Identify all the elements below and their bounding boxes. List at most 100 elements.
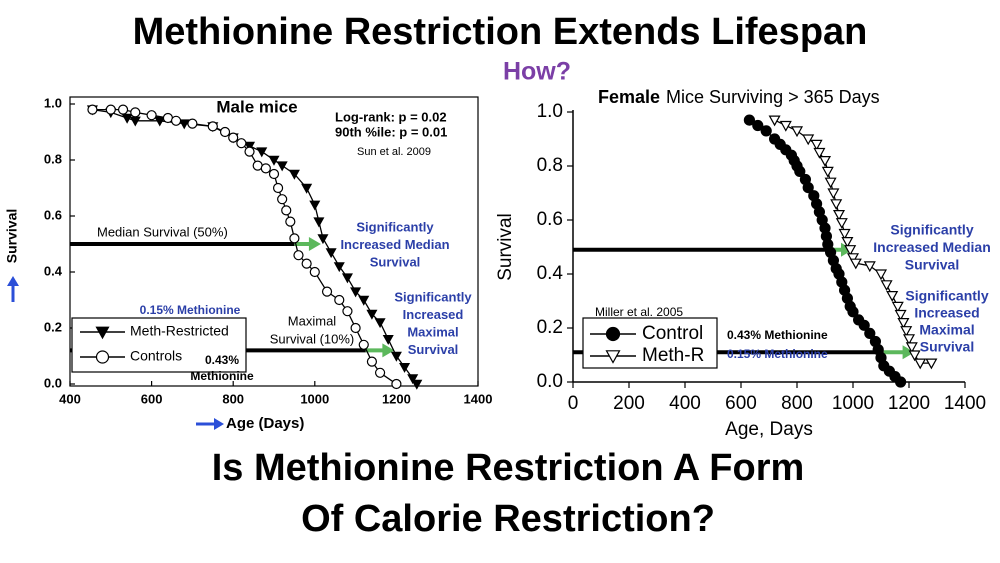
survival-point [847,306,859,318]
survival-point [358,295,370,306]
survival-point [824,177,837,189]
x-tick-label: 1000 [300,391,329,406]
survival-point [309,266,320,278]
survival-point [743,114,756,126]
survival-point [281,205,292,216]
survival-point [342,306,353,317]
green-arrow-head [382,343,395,358]
survival-point [813,147,826,159]
y-tick-label: 0.6 [44,207,62,222]
survival-point [407,374,419,385]
slide-subtitle: How? [503,58,571,86]
x-tick-label: 600 [141,391,163,406]
survival-point [858,319,870,331]
legend-marker [95,326,110,340]
x-tick-label: 400 [59,391,81,406]
survival-point [886,291,899,302]
y-tick-label: 0.0 [44,375,62,390]
y-tick-label: 0.6 [537,209,563,230]
annotation: Survival [905,257,959,273]
survival-point [374,367,386,378]
survival-point [260,163,271,174]
chart-title-bold: Female [598,87,660,107]
y-tick-label: 0.4 [44,263,63,278]
annotation: Survival [920,339,974,355]
annotation: Miller et al. 2005 [595,305,683,319]
y-tick-label: 1.0 [44,95,62,110]
annotation: 0.15% Methionine [727,347,828,361]
annotation: Survival [370,254,421,269]
survival-point [411,379,423,390]
survival-point [121,113,133,124]
survival-point [925,358,938,370]
survival-point [146,110,157,121]
x-tick-label: 1200 [888,393,930,414]
axis-arrow-head [7,276,19,286]
survival-point [276,161,288,172]
survival-point [105,104,116,115]
survival-point [894,376,907,388]
annotation: Survival [408,342,459,357]
survival-point [350,287,362,298]
survival-point [810,139,823,151]
y-tick-label: 0.8 [44,151,62,166]
survival-point [268,168,280,180]
survival-point [863,261,876,273]
annotation: Significantly [905,288,988,304]
annotation: Survival (10%) [270,331,355,346]
survival-point [268,155,280,166]
survival-point [827,188,840,200]
x-tick-label: 400 [669,393,701,414]
survival-point [841,237,854,248]
x-tick-label: 200 [613,393,645,414]
y-tick-label: 0.8 [537,155,563,176]
survival-point [321,286,333,297]
y-tick-label: 0.2 [537,317,563,338]
survival-point [760,125,772,137]
survival-point [914,358,927,370]
survival-point [802,134,815,146]
question-line: Of Calorie Restriction? [301,498,715,540]
survival-point [366,309,378,320]
annotation: 90th %ile: p = 0.01 [335,124,447,139]
annotation: Maximal [919,322,974,338]
survival-point [790,126,804,138]
survival-point [399,363,411,373]
survival-point [341,273,353,284]
x-tick-label: 800 [781,393,813,414]
survival-point [130,107,141,118]
survival-point [187,118,198,129]
x-tick-label: 1200 [382,391,411,406]
legend-label: Control [642,323,703,344]
annotation: Maximal [407,324,458,339]
annotation: Median Survival (50%) [97,224,228,239]
y-tick-label: 0.4 [537,263,564,284]
x-tick-label: 1400 [944,393,986,414]
annotation: Sun et al. 2009 [357,146,431,158]
annotation: Methionine [190,369,254,383]
survival-point [236,138,247,149]
survival-point [333,262,345,273]
legend-box [582,317,718,369]
y-axis-label: Survival [495,213,516,281]
survival-point [288,169,300,180]
annotation: 0.43% Methionine [727,328,828,342]
annotation: Maximal [288,313,337,328]
survival-point [382,335,394,345]
y-tick-label: 1.0 [537,101,563,122]
survival-point [779,120,792,132]
chart-title-rest: Mice Surviving > 365 Days [666,87,880,107]
x-tick-label: 1400 [464,391,493,406]
legend-marker [605,326,621,342]
survival-point [256,147,268,158]
annotation: Significantly [394,289,472,304]
survival-point [325,248,337,259]
survival-point [846,253,860,265]
green-arrow-head [902,345,915,360]
x-axis-label: Age, Days [725,419,813,440]
x-tick-label: 800 [222,391,244,406]
survival-point [908,350,921,362]
survival-point [902,334,916,346]
survival-point [207,121,218,132]
